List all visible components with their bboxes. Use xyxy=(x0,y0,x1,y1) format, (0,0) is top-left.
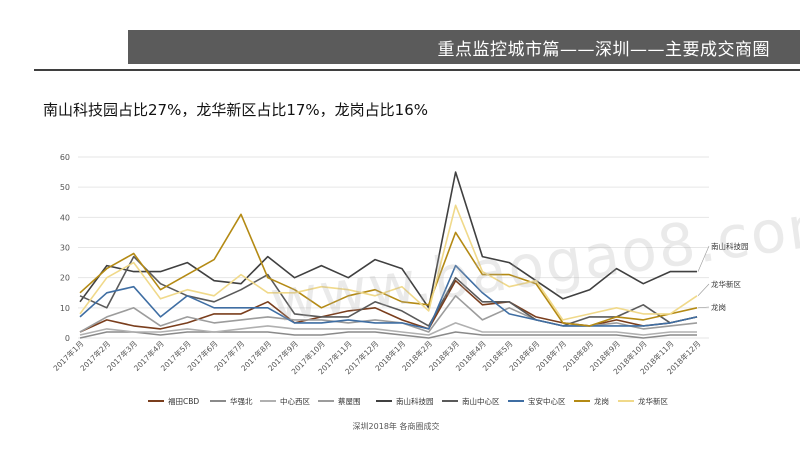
legend-label: 华强北 xyxy=(230,396,253,406)
series-line-8 xyxy=(79,204,698,321)
legend-label: 龙岗 xyxy=(594,396,609,406)
end-label-leader xyxy=(697,283,710,296)
legend-label: 中心西区 xyxy=(280,396,310,406)
y-tick-label: 40 xyxy=(60,213,70,222)
y-tick-label: 60 xyxy=(60,153,70,162)
subtitle: 南山科技园占比27%，龙华新区占比17%，龙岗占比16% xyxy=(43,101,429,119)
series-line-4 xyxy=(79,171,697,309)
y-tick-label: 20 xyxy=(60,274,70,283)
series-line-5 xyxy=(79,255,698,327)
page-title: 重点监控城市篇——深圳——主要成交商圈 xyxy=(437,40,770,60)
end-label: 龙岗 xyxy=(711,302,726,312)
legend-label: 福田CBD xyxy=(168,397,199,406)
series-line-6 xyxy=(79,264,698,330)
end-label-leader xyxy=(697,306,710,309)
chart-caption: 深圳2018年 各商圈成交 xyxy=(353,421,440,431)
series-line-1 xyxy=(79,331,697,339)
legend-label: 蔡屋围 xyxy=(338,396,361,406)
y-tick-label: 10 xyxy=(60,304,70,313)
series-line-7 xyxy=(79,213,698,327)
end-label: 南山科技园 xyxy=(711,241,749,251)
header-bar: 重点监控城市篇——深圳——主要成交商圈 xyxy=(128,30,800,64)
legend-label: 南山中心区 xyxy=(462,396,500,406)
plot-area xyxy=(78,153,709,338)
header-rule xyxy=(34,69,800,71)
end-label-leader xyxy=(697,245,710,272)
y-tick-label: 50 xyxy=(60,183,70,192)
series-line-2 xyxy=(79,322,697,336)
y-tick-label: 30 xyxy=(60,244,70,253)
legend-label: 南山科技园 xyxy=(396,396,434,406)
legend-label: 宝安中心区 xyxy=(528,396,566,406)
legend-label: 龙华新区 xyxy=(638,396,668,406)
y-tick-label: 0 xyxy=(65,334,70,343)
end-label: 龙华新区 xyxy=(711,279,741,289)
